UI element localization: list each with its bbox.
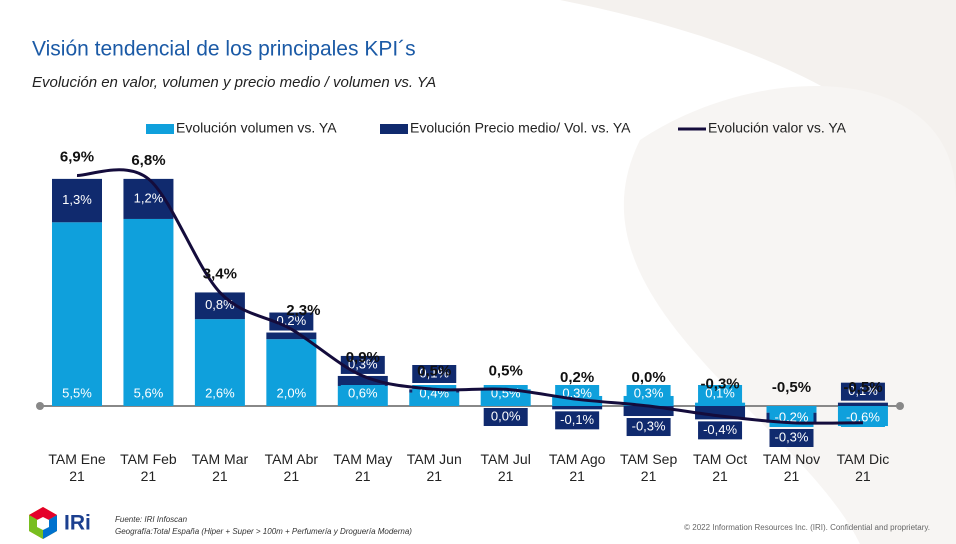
legend-label: Evolución Precio medio/ Vol. vs. YA bbox=[410, 120, 631, 136]
label-bg bbox=[269, 312, 314, 331]
x-tick-label: TAM May 21 bbox=[333, 451, 393, 484]
data-label: -0,3% bbox=[632, 418, 666, 433]
legend-label: Evolución volumen vs. YA bbox=[176, 120, 337, 136]
copyright: © 2022 Information Resources Inc. (IRI).… bbox=[684, 523, 930, 532]
data-label: 0,6% bbox=[348, 385, 378, 400]
value-label: -0,5% bbox=[843, 379, 882, 396]
title: Visión tendencial de los principales KPI… bbox=[32, 38, 416, 61]
label-bg bbox=[55, 385, 99, 403]
label-bg bbox=[126, 385, 171, 403]
x-tick-label: TAM Ago 21 bbox=[548, 451, 606, 484]
bar bbox=[52, 222, 102, 406]
data-label: 0,1% bbox=[848, 383, 878, 398]
bar bbox=[837, 402, 888, 406]
value-label: 6,9% bbox=[60, 149, 94, 166]
bar bbox=[123, 218, 174, 406]
data-label: -0,4% bbox=[703, 422, 737, 437]
x-tick-label: TAM Oct 21 bbox=[692, 451, 748, 484]
data-label: 5,6% bbox=[134, 385, 164, 400]
value-label: 0,9% bbox=[346, 349, 380, 366]
data-label: -0,2% bbox=[775, 409, 809, 424]
x-tick-label: TAM Nov 21 bbox=[762, 451, 821, 484]
label-bg bbox=[269, 385, 314, 403]
data-label: 0,1% bbox=[705, 385, 735, 400]
label-bg bbox=[698, 385, 743, 403]
axis-dot bbox=[36, 402, 44, 410]
bg-shape bbox=[560, 0, 956, 260]
data-label: 0,3% bbox=[634, 385, 664, 400]
bar bbox=[552, 406, 603, 410]
x-tick-label: TAM Ene 21 bbox=[48, 451, 106, 484]
data-label: -0,3% bbox=[775, 429, 809, 444]
x-tick-label: TAM Jul 21 bbox=[480, 451, 531, 484]
data-label: 0,0% bbox=[491, 408, 521, 423]
data-label: 2,0% bbox=[277, 385, 307, 400]
source: Fuente: IRI Infoscan bbox=[115, 515, 188, 524]
x-tick-label: TAM Dic 21 bbox=[836, 451, 890, 484]
x-tick-label: TAM Sep 21 bbox=[619, 451, 678, 484]
label-bg bbox=[126, 189, 171, 208]
bar bbox=[266, 332, 317, 340]
data-label: 5,5% bbox=[62, 385, 92, 400]
value-label: 0,5% bbox=[417, 362, 451, 379]
value-label: 0,5% bbox=[489, 362, 523, 379]
label-bg bbox=[769, 429, 814, 447]
data-label: 1,3% bbox=[62, 192, 92, 207]
label-bg bbox=[340, 385, 385, 403]
data-label: -0,6% bbox=[846, 409, 880, 424]
x-tick-label: TAM Jun 21 bbox=[406, 451, 462, 484]
value-label: 0,0% bbox=[631, 369, 665, 386]
bar bbox=[337, 375, 388, 386]
label-bg bbox=[626, 418, 671, 437]
x-tick-label: TAM Feb 21 bbox=[120, 451, 177, 484]
value-label: 6,8% bbox=[131, 152, 165, 169]
bar bbox=[695, 402, 746, 406]
value-label: -0,3% bbox=[700, 376, 739, 393]
value-line bbox=[76, 168, 863, 425]
legend-label: Evolución valor vs. YA bbox=[708, 120, 847, 136]
value-label: -0,5% bbox=[772, 379, 811, 396]
x-tick-label: TAM Abr 21 bbox=[264, 451, 319, 484]
data-label: 0,1% bbox=[419, 365, 449, 380]
subtitle: Evolución en valor, volumen y precio med… bbox=[32, 74, 436, 91]
bg-shape bbox=[623, 85, 956, 544]
logo-text: IRi bbox=[64, 512, 91, 535]
label-bg bbox=[197, 385, 242, 403]
legend-swatch bbox=[146, 124, 174, 134]
value-label: 2,3% bbox=[286, 302, 320, 319]
label-bg bbox=[55, 191, 99, 210]
data-label: 0,3% bbox=[348, 356, 378, 371]
label-bg bbox=[412, 365, 457, 383]
data-label: -0,1% bbox=[560, 412, 594, 427]
legend-swatch bbox=[380, 124, 408, 134]
data-label: 1,2% bbox=[134, 190, 164, 205]
data-label: 2,6% bbox=[205, 385, 235, 400]
label-bg bbox=[483, 408, 528, 426]
label-bg bbox=[698, 421, 743, 440]
label-bg bbox=[626, 385, 671, 403]
geography: Geografía:Total España (Hiper + Super > … bbox=[115, 527, 412, 536]
data-label: 0,8% bbox=[205, 297, 235, 312]
value-label: 3,4% bbox=[203, 265, 237, 282]
axis-dot bbox=[896, 402, 904, 410]
label-bg bbox=[840, 382, 885, 401]
x-tick-label: TAM Mar 21 bbox=[191, 451, 249, 484]
data-label: 0,3% bbox=[562, 385, 592, 400]
label-bg bbox=[555, 411, 600, 430]
value-label: 0,2% bbox=[560, 369, 594, 386]
logo bbox=[29, 507, 57, 539]
bar bbox=[623, 406, 674, 417]
